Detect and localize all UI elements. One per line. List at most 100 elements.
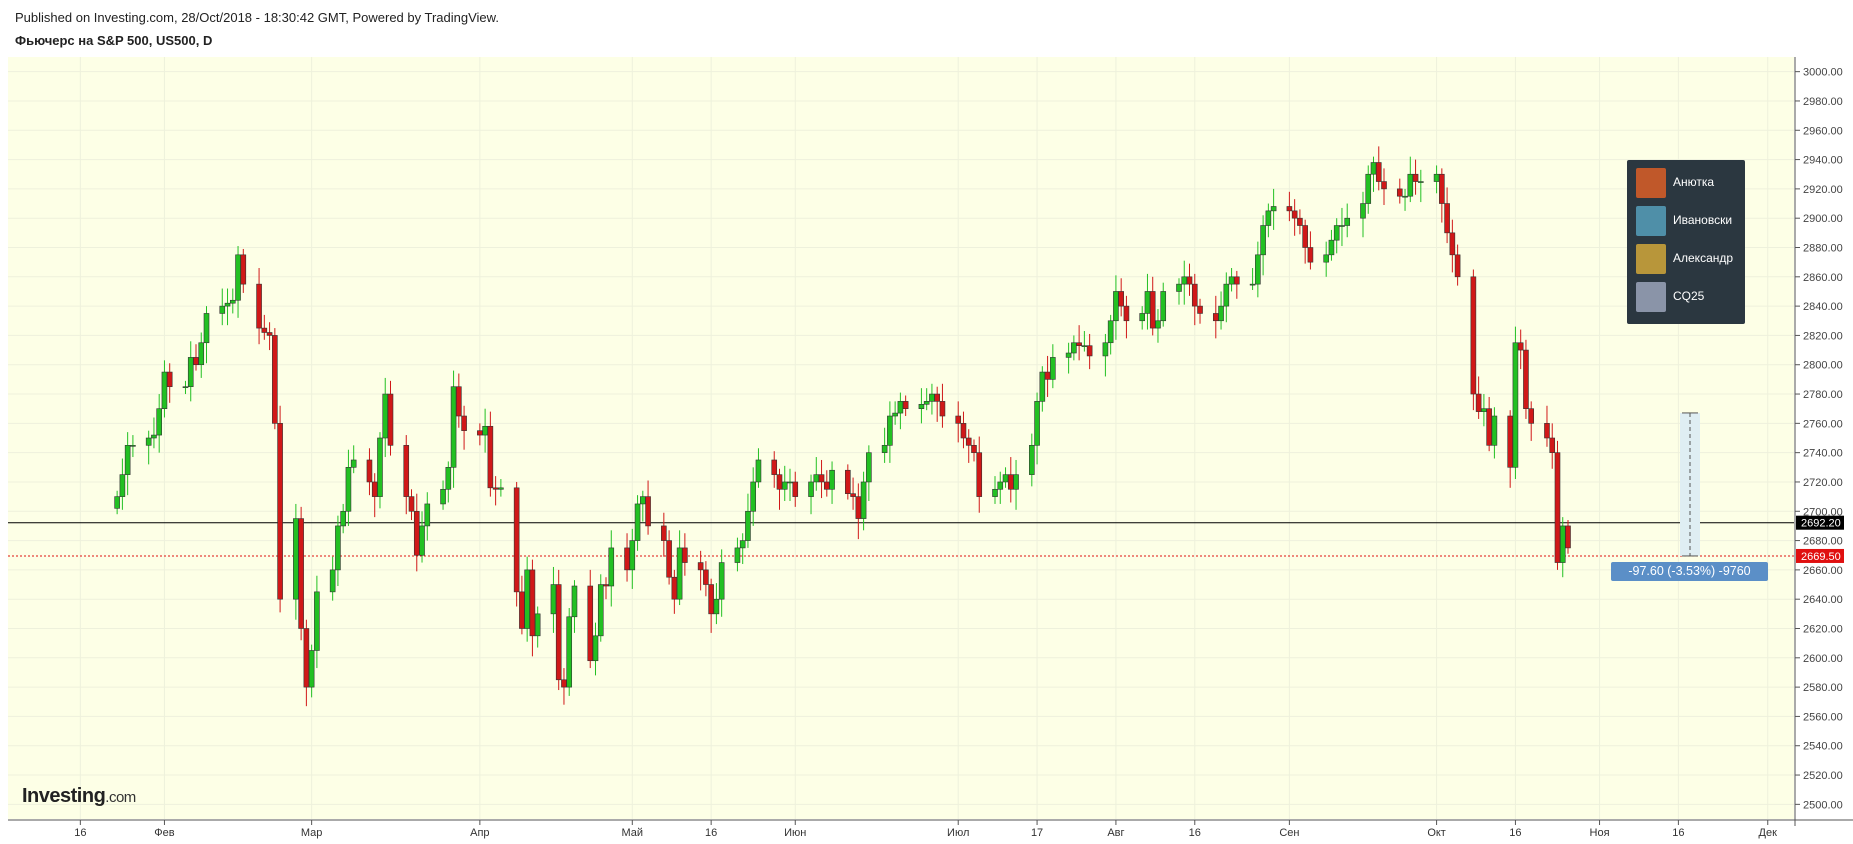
candle[interactable] [1291, 199, 1298, 236]
candle[interactable] [1333, 218, 1340, 254]
candle[interactable] [1191, 273, 1198, 326]
candle[interactable] [203, 306, 210, 364]
candle[interactable] [1029, 433, 1035, 487]
candle[interactable] [1454, 244, 1461, 286]
candle[interactable] [555, 569, 562, 691]
candle[interactable] [1186, 263, 1193, 296]
candle[interactable] [892, 401, 898, 425]
candle[interactable] [534, 606, 541, 648]
candle[interactable] [151, 417, 157, 449]
candle[interactable] [739, 533, 746, 565]
candle[interactable] [1365, 165, 1372, 214]
candle[interactable] [1118, 278, 1124, 317]
candle[interactable] [424, 492, 431, 541]
candle[interactable] [808, 474, 814, 515]
candle[interactable] [781, 465, 788, 502]
candle[interactable] [345, 449, 352, 526]
candle[interactable] [1381, 168, 1387, 206]
candle[interactable] [887, 401, 893, 463]
candle[interactable] [1444, 187, 1450, 244]
candle[interactable] [1155, 309, 1161, 343]
candle[interactable] [240, 248, 247, 293]
candle[interactable] [997, 471, 1004, 504]
candle[interactable] [1554, 440, 1561, 570]
candle[interactable] [308, 644, 315, 698]
candle[interactable] [350, 445, 357, 474]
legend-item-ivanovski[interactable]: Ивановски [1636, 202, 1740, 236]
candle[interactable] [403, 435, 410, 515]
candle[interactable] [1013, 459, 1019, 510]
candle[interactable] [198, 332, 205, 378]
candle[interactable] [1034, 392, 1040, 465]
legend-item-aleksandr[interactable]: Александр [1636, 240, 1740, 274]
candle[interactable] [114, 490, 120, 515]
candle[interactable] [718, 549, 725, 617]
candle[interactable] [587, 569, 594, 669]
candle[interactable] [408, 489, 415, 521]
candle[interactable] [272, 328, 278, 430]
candle[interactable] [224, 288, 231, 326]
candle[interactable] [130, 435, 136, 458]
candle[interactable] [329, 556, 336, 601]
candle[interactable] [445, 461, 452, 503]
candle[interactable] [229, 288, 236, 314]
candle[interactable] [119, 458, 126, 510]
candle[interactable] [419, 511, 425, 563]
candle[interactable] [1528, 401, 1535, 441]
candle[interactable] [1149, 276, 1156, 336]
candle[interactable] [676, 530, 683, 606]
candle[interactable] [792, 471, 799, 507]
candle[interactable] [1339, 207, 1345, 247]
candle[interactable] [734, 537, 741, 572]
candle[interactable] [1449, 219, 1456, 273]
candle[interactable] [1302, 219, 1308, 264]
candle[interactable] [340, 503, 346, 534]
candle[interactable] [256, 268, 262, 345]
candle[interactable] [1234, 270, 1240, 299]
candle[interactable] [829, 461, 835, 504]
candle[interactable] [1307, 231, 1314, 270]
candle[interactable] [1218, 291, 1224, 330]
candle[interactable] [366, 448, 373, 496]
candle[interactable] [1286, 191, 1293, 222]
candle[interactable] [1270, 188, 1277, 230]
candle[interactable] [845, 464, 851, 500]
candle[interactable] [976, 436, 983, 513]
candle[interactable] [682, 533, 688, 576]
candle[interactable] [571, 580, 578, 633]
candle[interactable] [529, 559, 536, 657]
candle[interactable] [1139, 306, 1146, 330]
candle[interactable] [1260, 215, 1266, 276]
candle[interactable] [1470, 269, 1477, 411]
candle[interactable] [1328, 229, 1335, 261]
candle[interactable] [298, 506, 304, 641]
candle[interactable] [697, 550, 704, 591]
candle[interactable] [881, 427, 888, 463]
candle[interactable] [498, 479, 504, 497]
candle[interactable] [939, 383, 946, 428]
candle[interactable] [377, 432, 383, 509]
candle[interactable] [1102, 333, 1109, 377]
candle[interactable] [960, 411, 967, 449]
candle[interactable] [661, 512, 667, 557]
candle[interactable] [1050, 344, 1056, 389]
candle[interactable] [745, 493, 751, 548]
candle[interactable] [166, 363, 173, 403]
candle[interactable] [634, 495, 641, 551]
plot-area[interactable] [8, 57, 1794, 819]
candle[interactable] [1491, 407, 1498, 459]
legend-item-anyutka[interactable]: Анютка [1636, 164, 1740, 198]
candle[interactable] [1071, 335, 1077, 361]
candle[interactable] [124, 432, 131, 496]
candle[interactable] [156, 394, 162, 453]
candle[interactable] [1549, 423, 1556, 469]
candle[interactable] [818, 459, 825, 499]
candle[interactable] [1265, 203, 1272, 238]
candle[interactable] [1123, 295, 1130, 339]
candle[interactable] [1344, 203, 1351, 238]
candle[interactable] [461, 405, 467, 450]
candle[interactable] [750, 467, 757, 526]
candle[interactable] [703, 561, 709, 597]
candle[interactable] [992, 476, 998, 504]
